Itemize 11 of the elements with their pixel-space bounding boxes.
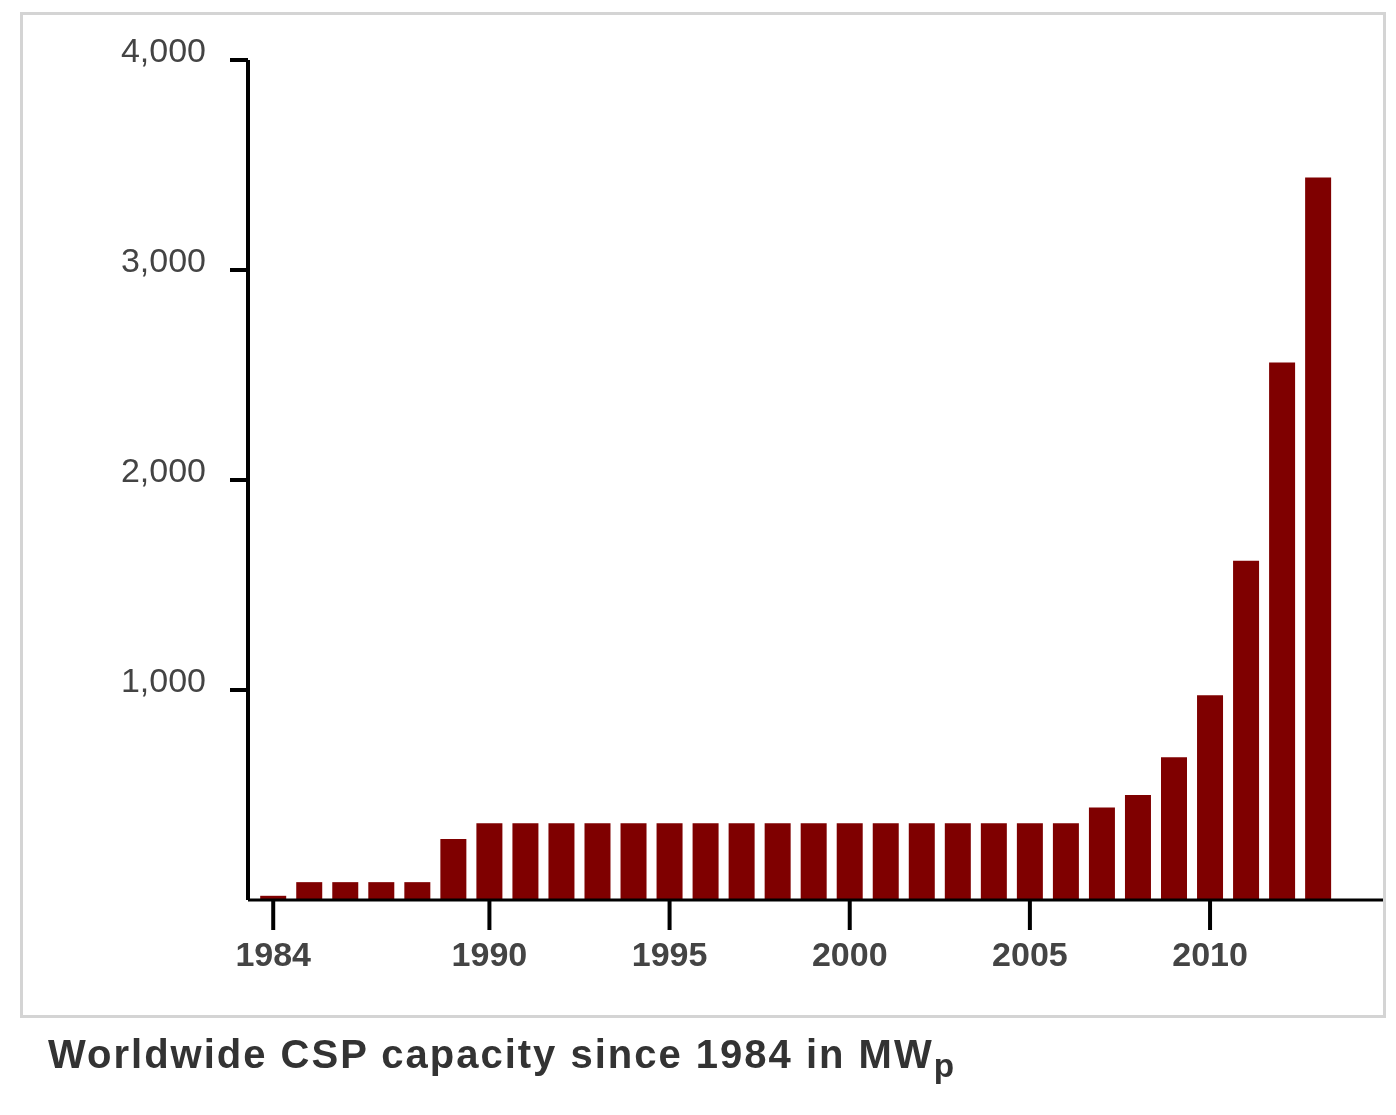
x-tick-label: 2000	[811, 935, 888, 974]
x-tick-label: 1995	[631, 935, 708, 974]
x-tick-label: 1984	[235, 935, 312, 974]
y-tick-label: 3,000	[120, 241, 206, 280]
x-tick-label: 2010	[1172, 935, 1248, 974]
y-tick-label: 4,000	[120, 31, 206, 70]
y-tick-label: 1,000	[120, 661, 206, 700]
x-tick-label: 2005	[992, 935, 1068, 974]
y-tick-label: 2,000	[120, 451, 206, 490]
x-tick-label: 1990	[451, 935, 528, 974]
text: Worldwide CSP capacity since 1984 in MW$_{p}$	[48, 1032, 958, 1085]
